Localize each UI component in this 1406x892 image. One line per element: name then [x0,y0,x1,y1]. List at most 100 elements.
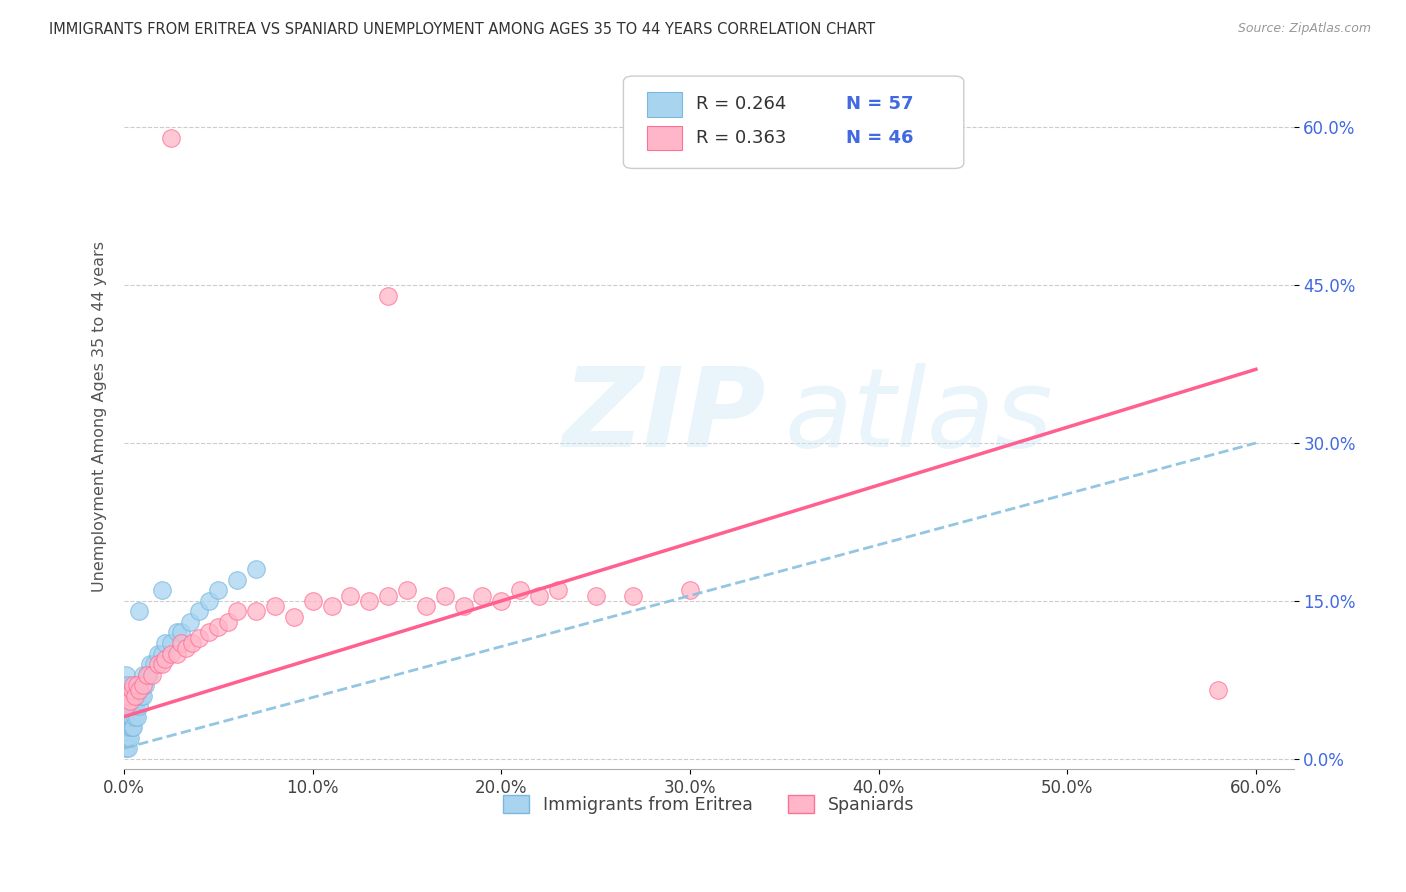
Y-axis label: Unemployment Among Ages 35 to 44 years: Unemployment Among Ages 35 to 44 years [93,241,107,592]
Point [127,678,149,692]
Point [117,741,139,756]
Point [585,589,607,603]
Point [118,689,141,703]
Point [679,583,702,598]
Point [226,604,249,618]
Point [135,667,157,681]
Point [155,636,177,650]
Point [135,667,157,681]
Point [150,583,173,598]
Text: N = 46: N = 46 [845,129,912,147]
Point [124,689,146,703]
Point [321,599,343,614]
Point [160,647,183,661]
Point [547,583,569,598]
Point [301,594,323,608]
Point [112,731,135,745]
Point [150,657,173,671]
Point [115,667,138,681]
Point [155,652,177,666]
Point [134,678,156,692]
Point [132,689,155,703]
Point [150,647,173,661]
Text: atlas: atlas [785,363,1053,470]
Point [169,636,191,650]
Point [129,689,152,703]
Point [160,636,183,650]
Point [166,625,188,640]
Point [115,709,138,723]
Point [471,589,494,603]
Point [122,720,145,734]
Point [127,709,149,723]
Point [377,288,399,302]
Point [1206,683,1229,698]
Point [491,594,513,608]
Point [115,689,138,703]
Point [174,641,197,656]
Point [527,589,550,603]
Point [207,583,229,598]
Point [117,699,139,714]
Point [124,689,146,703]
Point [118,720,141,734]
Point [166,647,188,661]
Point [359,594,381,608]
Point [117,689,139,703]
Text: ZIP: ZIP [562,363,766,470]
Point [115,678,138,692]
Text: Source: ZipAtlas.com: Source: ZipAtlas.com [1237,22,1371,36]
Point [115,720,138,734]
Point [118,731,141,745]
Point [118,709,141,723]
Point [117,689,139,703]
Point [453,599,475,614]
Point [122,689,145,703]
Text: IMMIGRANTS FROM ERITREA VS SPANIARD UNEMPLOYMENT AMONG AGES 35 TO 44 YEARS CORRE: IMMIGRANTS FROM ERITREA VS SPANIARD UNEM… [49,22,876,37]
Point [117,709,139,723]
Point [139,657,162,671]
Point [179,615,201,629]
Point [339,589,361,603]
Point [124,709,146,723]
Point [188,631,211,645]
Point [132,667,155,681]
Point [245,604,267,618]
Point [198,594,221,608]
FancyBboxPatch shape [623,76,963,169]
FancyBboxPatch shape [647,126,682,151]
Legend: Immigrants from Eritrea, Spaniards: Immigrants from Eritrea, Spaniards [496,788,921,821]
Point [117,731,139,745]
Point [433,589,456,603]
Point [198,625,221,640]
Point [121,720,143,734]
Point [160,130,183,145]
Point [143,657,166,671]
Text: R = 0.264: R = 0.264 [696,95,786,113]
Point [115,699,138,714]
Point [395,583,418,598]
Point [115,731,138,745]
Point [128,604,150,618]
Point [188,604,211,618]
Point [117,720,139,734]
Point [146,647,169,661]
Point [245,562,267,576]
Point [128,678,150,692]
Point [128,699,150,714]
Point [226,573,249,587]
Point [138,667,160,681]
Point [377,589,399,603]
Point [146,657,169,671]
FancyBboxPatch shape [647,92,682,117]
Point [117,678,139,692]
Text: N = 57: N = 57 [845,95,912,113]
Point [122,699,145,714]
Point [132,678,155,692]
Point [415,599,437,614]
Point [115,699,138,714]
Point [118,694,141,708]
Point [121,709,143,723]
Point [121,683,143,698]
Point [112,720,135,734]
